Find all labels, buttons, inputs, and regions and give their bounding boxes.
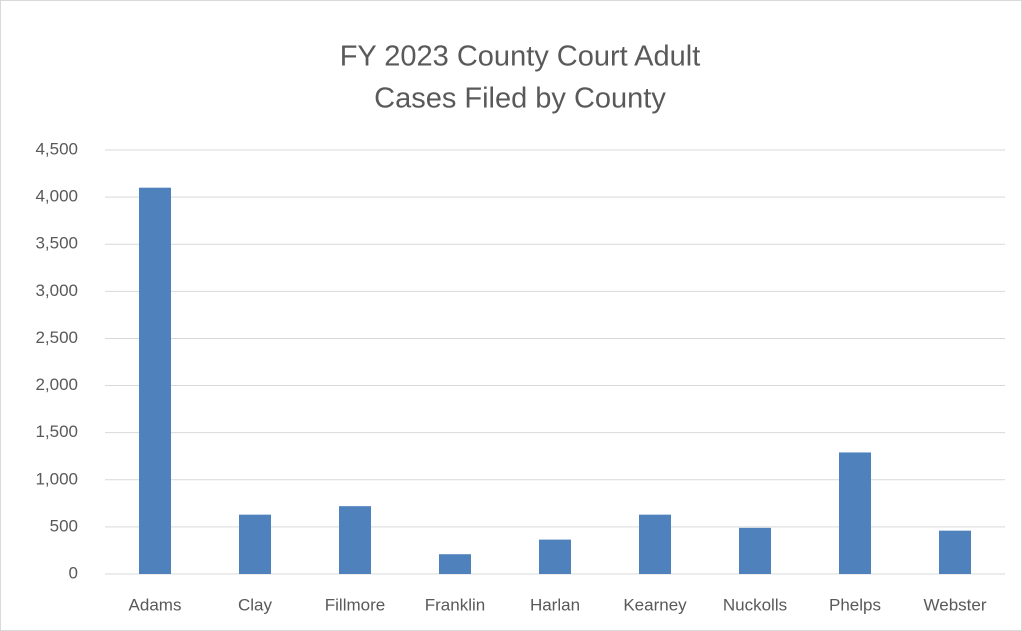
bar xyxy=(639,514,671,574)
bar xyxy=(739,527,771,574)
y-tick-label: 500 xyxy=(50,516,78,535)
chart-title: Cases Filed by County xyxy=(374,83,666,115)
x-tick-label: Nuckolls xyxy=(723,595,787,614)
y-tick-label: 0 xyxy=(69,563,78,582)
x-tick-label: Phelps xyxy=(829,595,881,614)
y-tick-label: 1,000 xyxy=(35,469,78,488)
y-tick-label: 2,500 xyxy=(35,328,78,347)
y-tick-label: 3,500 xyxy=(35,234,78,253)
x-tick-label: Harlan xyxy=(530,595,580,614)
chart-title: FY 2023 County Court Adult xyxy=(340,41,701,73)
bar xyxy=(239,514,271,574)
y-tick-label: 2,000 xyxy=(35,375,78,394)
bar xyxy=(439,554,471,574)
y-tick-label: 4,000 xyxy=(35,187,78,206)
x-tick-label: Adams xyxy=(129,595,182,614)
y-tick-label: 1,500 xyxy=(35,422,78,441)
x-tick-label: Franklin xyxy=(425,595,485,614)
x-tick-label: Clay xyxy=(238,595,273,614)
bar xyxy=(339,506,371,574)
x-tick-label: Kearney xyxy=(623,595,687,614)
bar xyxy=(939,530,971,574)
bar xyxy=(839,452,871,574)
y-tick-label: 4,500 xyxy=(35,139,78,158)
bar xyxy=(139,187,171,574)
x-tick-label: Fillmore xyxy=(325,595,385,614)
bar xyxy=(539,539,571,574)
x-tick-label: Webster xyxy=(924,595,987,614)
y-tick-label: 3,000 xyxy=(35,281,78,300)
